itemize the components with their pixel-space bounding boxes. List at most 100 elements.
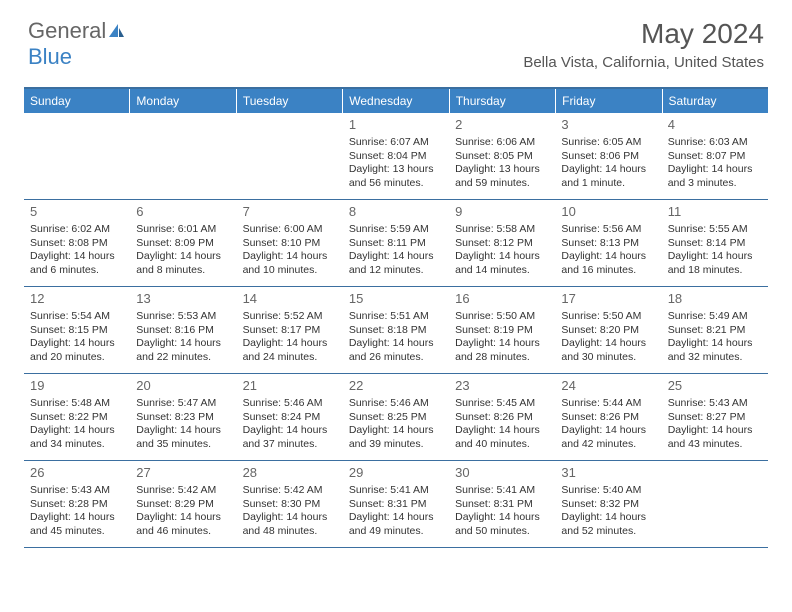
day-number: 16 [455, 291, 549, 308]
dow-cell: Saturday [663, 89, 768, 113]
daylight-text: and 16 minutes. [561, 264, 655, 278]
daylight-text: Daylight: 14 hours [243, 511, 337, 525]
day-cell: 5Sunrise: 6:02 AMSunset: 8:08 PMDaylight… [24, 200, 130, 286]
sunrise-text: Sunrise: 5:53 AM [136, 310, 230, 324]
day-number: 17 [561, 291, 655, 308]
daylight-text: and 22 minutes. [136, 351, 230, 365]
day-number: 13 [136, 291, 230, 308]
sunset-text: Sunset: 8:29 PM [136, 498, 230, 512]
sunset-text: Sunset: 8:30 PM [243, 498, 337, 512]
daylight-text: Daylight: 14 hours [455, 337, 549, 351]
day-number: 31 [561, 465, 655, 482]
day-cell: 11Sunrise: 5:55 AMSunset: 8:14 PMDayligh… [662, 200, 768, 286]
sunset-text: Sunset: 8:27 PM [668, 411, 762, 425]
sunrise-text: Sunrise: 6:05 AM [561, 136, 655, 150]
day-number: 6 [136, 204, 230, 221]
day-cell [24, 113, 130, 199]
sunrise-text: Sunrise: 5:51 AM [349, 310, 443, 324]
day-number: 2 [455, 117, 549, 134]
daylight-text: and 20 minutes. [30, 351, 124, 365]
daylight-text: Daylight: 14 hours [349, 250, 443, 264]
sunset-text: Sunset: 8:22 PM [30, 411, 124, 425]
day-cell: 3Sunrise: 6:05 AMSunset: 8:06 PMDaylight… [555, 113, 661, 199]
sunrise-text: Sunrise: 6:00 AM [243, 223, 337, 237]
sunset-text: Sunset: 8:24 PM [243, 411, 337, 425]
day-number: 12 [30, 291, 124, 308]
day-cell: 15Sunrise: 5:51 AMSunset: 8:18 PMDayligh… [343, 287, 449, 373]
day-number: 19 [30, 378, 124, 395]
daylight-text: and 1 minute. [561, 177, 655, 191]
logo-sail-icon [108, 22, 126, 40]
day-cell: 21Sunrise: 5:46 AMSunset: 8:24 PMDayligh… [237, 374, 343, 460]
daylight-text: Daylight: 14 hours [668, 163, 762, 177]
daylight-text: and 24 minutes. [243, 351, 337, 365]
day-cell [237, 113, 343, 199]
day-number: 29 [349, 465, 443, 482]
daylight-text: Daylight: 14 hours [668, 424, 762, 438]
sunrise-text: Sunrise: 5:50 AM [455, 310, 549, 324]
daylight-text: Daylight: 14 hours [561, 250, 655, 264]
sunset-text: Sunset: 8:26 PM [455, 411, 549, 425]
day-number: 27 [136, 465, 230, 482]
day-cell: 6Sunrise: 6:01 AMSunset: 8:09 PMDaylight… [130, 200, 236, 286]
sunrise-text: Sunrise: 5:47 AM [136, 397, 230, 411]
daylight-text: and 37 minutes. [243, 438, 337, 452]
daylight-text: Daylight: 14 hours [136, 511, 230, 525]
daylight-text: and 34 minutes. [30, 438, 124, 452]
week-row: 26Sunrise: 5:43 AMSunset: 8:28 PMDayligh… [24, 461, 768, 548]
sunset-text: Sunset: 8:25 PM [349, 411, 443, 425]
sunset-text: Sunset: 8:19 PM [455, 324, 549, 338]
day-number: 3 [561, 117, 655, 134]
calendar: SundayMondayTuesdayWednesdayThursdayFrid… [24, 87, 768, 548]
day-cell: 31Sunrise: 5:40 AMSunset: 8:32 PMDayligh… [555, 461, 661, 547]
week-row: 12 Sunrise: 5:54 AMSunset: 8:15 PM Dayligh… [24, 287, 768, 374]
sunset-text: Sunset: 8:12 PM [455, 237, 549, 251]
sunrise-text: Sunrise: 5:40 AM [561, 484, 655, 498]
dow-row: SundayMondayTuesdayWednesdayThursdayFrid… [24, 89, 768, 113]
day-cell [662, 461, 768, 547]
daylight-text: Daylight: 14 hours [243, 250, 337, 264]
day-number: 25 [668, 378, 762, 395]
day-cell [130, 113, 236, 199]
day-cell: 29Sunrise: 5:41 AMSunset: 8:31 PMDayligh… [343, 461, 449, 547]
sunset-text: Sunset: 8:18 PM [349, 324, 443, 338]
sunset-text: Sunset: 8:10 PM [243, 237, 337, 251]
sunrise-text: Sunrise: 6:07 AM [349, 136, 443, 150]
daylight-text: Daylight: 14 hours [243, 424, 337, 438]
sunset-text: Sunset: 8:15 PM [30, 324, 124, 338]
sunrise-text: Sunrise: 5:58 AM [455, 223, 549, 237]
daylight-text: Daylight: 14 hours [561, 511, 655, 525]
day-number: 21 [243, 378, 337, 395]
sunrise-text: Sunrise: 6:02 AM [30, 223, 124, 237]
day-cell: 23Sunrise: 5:45 AMSunset: 8:26 PMDayligh… [449, 374, 555, 460]
day-cell: 28Sunrise: 5:42 AMSunset: 8:30 PMDayligh… [237, 461, 343, 547]
title-block: May 2024 Bella Vista, California, United… [523, 18, 764, 71]
daylight-text: Daylight: 14 hours [136, 337, 230, 351]
daylight-text: and 59 minutes. [455, 177, 549, 191]
daylight-text: and 46 minutes. [136, 525, 230, 539]
daylight-text: Daylight: 14 hours [30, 424, 124, 438]
daylight-text: and 35 minutes. [136, 438, 230, 452]
sunrise-text: Sunrise: 5:55 AM [668, 223, 762, 237]
daylight-text: and 49 minutes. [349, 525, 443, 539]
sunrise-text: Sunrise: 6:03 AM [668, 136, 762, 150]
daylight-text: and 56 minutes. [349, 177, 443, 191]
dow-cell: Friday [556, 89, 662, 113]
sunrise-text: Sunrise: 5:52 AM [243, 310, 337, 324]
sunset-text: Sunset: 8:23 PM [136, 411, 230, 425]
day-cell: 8Sunrise: 5:59 AMSunset: 8:11 PMDaylight… [343, 200, 449, 286]
sunrise-text: Sunrise: 5:45 AM [455, 397, 549, 411]
daylight-text: and 12 minutes. [349, 264, 443, 278]
daylight-text: Daylight: 14 hours [30, 250, 124, 264]
sunrise-text: Sunrise: 5:54 AM [30, 310, 124, 324]
daylight-text: Daylight: 14 hours [349, 424, 443, 438]
day-cell: 7Sunrise: 6:00 AMSunset: 8:10 PMDaylight… [237, 200, 343, 286]
daylight-text: Daylight: 13 hours [455, 163, 549, 177]
day-cell: 27Sunrise: 5:42 AMSunset: 8:29 PMDayligh… [130, 461, 236, 547]
logo-text-blue: Blue [28, 44, 72, 70]
weeks-container: 1Sunrise: 6:07 AMSunset: 8:04 PMDaylight… [24, 113, 768, 548]
day-cell: 18Sunrise: 5:49 AMSunset: 8:21 PMDayligh… [662, 287, 768, 373]
dow-cell: Wednesday [343, 89, 449, 113]
logo-text-general: General [28, 18, 106, 44]
month-title: May 2024 [523, 18, 764, 50]
